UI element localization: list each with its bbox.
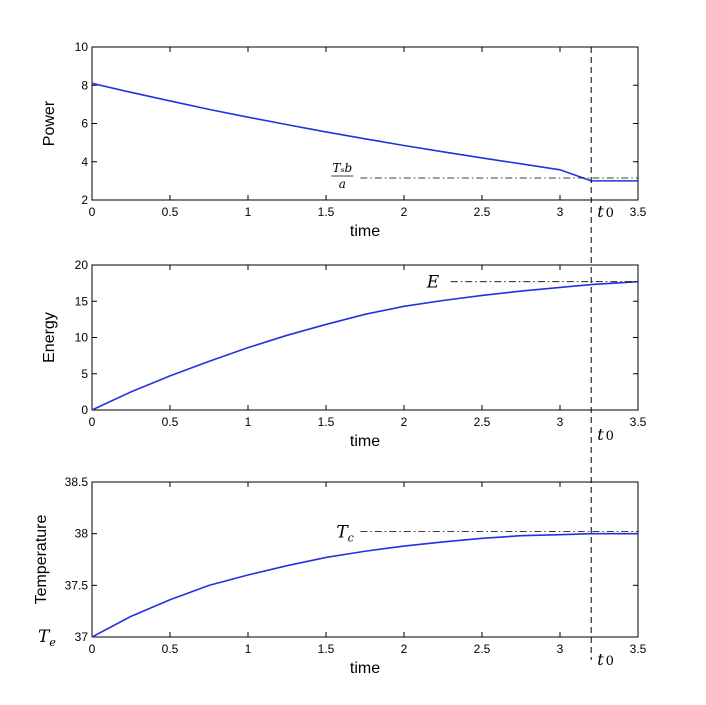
annotation-numerator: Tₛb: [332, 161, 352, 175]
x-tick-label: 3: [557, 642, 564, 656]
y-tick-label: 0: [81, 403, 88, 417]
annotation-label: Tc: [336, 523, 354, 545]
annotation-label: E: [426, 273, 440, 293]
x-tick-label: 0: [89, 415, 96, 429]
panel-3: 0 0.5 1 1.5 2 2.5 3 3.5 37 37.5 38 38.5 time Temperat…: [33, 475, 647, 677]
y-tick-label: 20: [75, 258, 89, 272]
x-tick-label: 1.5: [318, 415, 335, 429]
series-line: [91, 82, 638, 182]
series-line: [91, 532, 638, 638]
x-tick-label: 2.5: [474, 415, 491, 429]
y-axis-label: Energy: [41, 312, 58, 363]
x-tick-label: 2.5: [474, 205, 491, 219]
y-tick-label: 38.5: [65, 475, 89, 489]
y-tick-label: 37.5: [65, 578, 89, 592]
y-tick-label: 15: [75, 294, 89, 308]
plot-frame: [91, 481, 639, 638]
y-tick-label: 37: [75, 630, 89, 644]
x-tick-label: 2.5: [474, 642, 491, 656]
y-axis-label: Temperature: [33, 514, 50, 604]
x-axis-label: time: [350, 223, 380, 240]
x-axis-label: time: [350, 660, 380, 677]
x-tick-label: 3: [557, 205, 564, 219]
x-tick-label: 1: [245, 642, 252, 656]
y-tick-label: 38: [75, 527, 89, 541]
panel-1: 0 0.5 1 1.5 2 2.5 3 3.5 2 4 6 8 10 time Power Tₛb a: [41, 40, 647, 240]
x-tick-label: 2: [401, 415, 408, 429]
series-line: [91, 280, 639, 411]
x-tick-label: 0.5: [162, 205, 179, 219]
x-tick-label: 3: [557, 415, 564, 429]
x-tick-label: 0.5: [162, 642, 179, 656]
y-tick-label: 10: [75, 40, 89, 54]
y-axis-label: Power: [41, 100, 58, 146]
x-tick-label: 1.5: [318, 205, 335, 219]
annotation-denominator: a: [339, 177, 346, 191]
y-tick-label: 10: [75, 331, 89, 345]
y-tick-label: 4: [81, 155, 88, 169]
panel-2: 0 0.5 1 1.5 2 2.5 3 3.5 0 5 10 15 20 time Energy E: [41, 258, 647, 450]
y-tick-label: 6: [81, 117, 88, 131]
x-axis-label: time: [350, 433, 380, 450]
x-tick-label: 0: [89, 205, 96, 219]
y-tick-label: 2: [81, 193, 88, 207]
x-tick-label: 3.5: [630, 415, 647, 429]
y-tick-label: 5: [81, 367, 88, 381]
annotation-label: Te: [38, 627, 56, 649]
x-tick-label: 2: [401, 205, 408, 219]
x-tick-label: 0.5: [162, 415, 179, 429]
x-tick-label: 1: [245, 415, 252, 429]
plot-frame: [91, 46, 639, 201]
x-tick-label: 1.5: [318, 642, 335, 656]
x-tick-label: 0: [89, 642, 96, 656]
x-tick-label: 1: [245, 205, 252, 219]
x-tick-label: 3.5: [630, 642, 647, 656]
plot-frame: [91, 264, 639, 411]
y-tick-label: 8: [81, 78, 88, 92]
x-tick-label: 3.5: [630, 205, 647, 219]
x-tick-label: 2: [401, 642, 408, 656]
